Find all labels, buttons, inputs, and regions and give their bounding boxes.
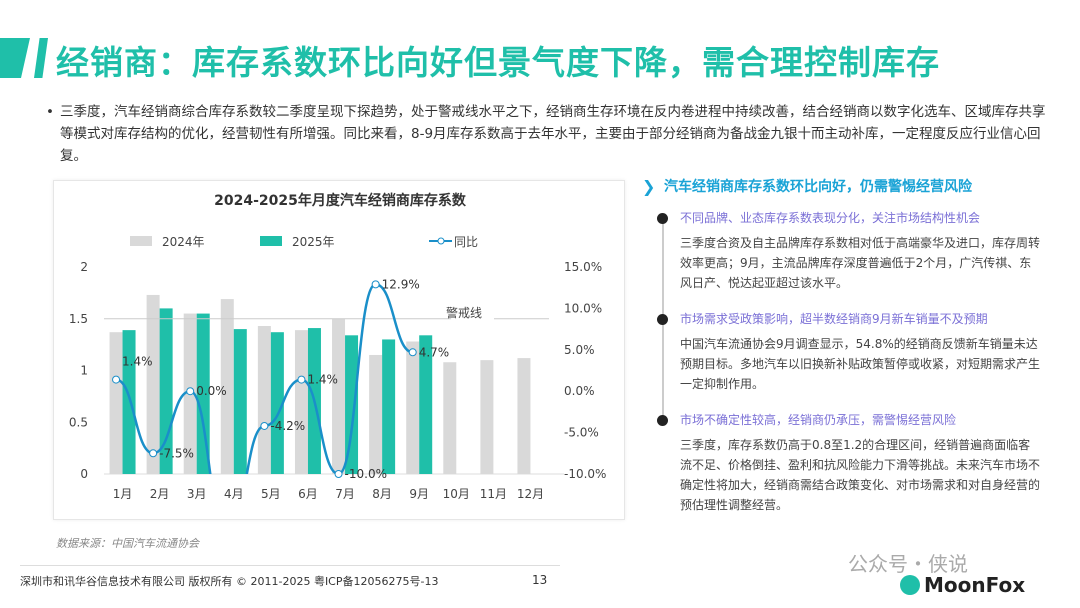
yoy-data-label: 0.0% (196, 384, 227, 398)
x-tick-label: 2月 (150, 487, 170, 501)
yoy-point (297, 375, 306, 384)
x-tick-label: 12月 (517, 487, 544, 501)
logo-icon (900, 575, 920, 595)
bar-2024 (109, 332, 123, 474)
y2-tick-label: 15.0% (564, 260, 602, 274)
chart-panel: 2024-2025年月度汽车经销商库存系数 2024年 2025年 同比 0 0.5 1 1.… (53, 180, 625, 520)
y2-tick-label: 0.0% (564, 384, 595, 398)
bar-2025 (122, 330, 136, 474)
bar-2024 (332, 318, 346, 474)
bar-2025 (382, 339, 396, 474)
x-tick-label: 5月 (261, 487, 281, 501)
yoy-data-label: 1.4% (122, 355, 152, 369)
insight-item: 不同品牌、业态库存系数表现分化，关注市场结构性机会 三季度合资及自主品牌库存系数… (680, 209, 1040, 293)
bar-2024 (257, 325, 271, 474)
legend-label: 2024年 (162, 235, 205, 249)
y-tick-label: 0.5 (69, 415, 88, 429)
x-tick-label: 9月 (409, 487, 429, 501)
yoy-data-label: -4.2% (270, 419, 305, 433)
insight-heading: 市场不确定性较高，经销商仍承压，需警惕经营风险 (680, 413, 957, 427)
yoy-point (149, 449, 158, 458)
page-title: 经销商：库存系数环比向好但景气度下降，需合理控制库存 (56, 43, 940, 82)
bar-2024 (369, 354, 383, 474)
legend-swatch (130, 236, 152, 246)
y2-tick-label: 10.0% (564, 301, 602, 315)
yoy-data-label: 4.7% (419, 345, 450, 359)
chart-title: 2024-2025年月度汽车经销商库存系数 (214, 192, 467, 209)
bar-2024 (443, 362, 457, 474)
x-tick-label: 4月 (224, 487, 244, 501)
bar-2024 (146, 294, 160, 474)
yoy-point (112, 375, 121, 384)
y2-tick-label: 5.0% (564, 343, 595, 357)
insight-item: 市场需求受政策影响，超半数经销商9月新车销量不及预期 中国汽车流通协会9月调查显… (680, 310, 1040, 394)
yoy-point (371, 280, 380, 289)
bar-2024 (294, 330, 308, 474)
yoy-point (186, 387, 195, 396)
y-tick-label: 1 (80, 364, 88, 378)
insight-heading: 不同品牌、业态库存系数表现分化，关注市场结构性机会 (680, 211, 981, 225)
timeline-dot (657, 314, 668, 325)
yoy-data-label: 1.4% (307, 373, 338, 387)
yoy-data-label: -7.5% (159, 446, 194, 460)
title-accent (0, 38, 30, 78)
insight-body: 三季度合资及自主品牌库存系数相对低于高端豪华及进口，库存周转效率更高；9月，主流… (680, 236, 1041, 290)
yoy-data-label: 12.9% (382, 277, 420, 291)
x-tick-label: 8月 (372, 487, 392, 501)
bar-2025 (345, 335, 359, 474)
logo-text: MoonFox (924, 573, 1026, 597)
x-tick-label: 10月 (443, 487, 470, 501)
legend-label: 同比 (454, 235, 478, 249)
timeline-dot (657, 213, 668, 224)
watermark: 公众号・侠说 (848, 552, 968, 576)
bar-2025 (419, 335, 433, 474)
legend-swatch (260, 236, 282, 246)
y-tick-label: 1.5 (69, 312, 88, 326)
legend-line-marker (437, 237, 445, 245)
bar-2024 (220, 299, 234, 474)
footer-copyright: 深圳市和讯华谷信息技术有限公司 版权所有 © 2011-2025 粤ICP备12… (20, 575, 439, 588)
title-accent (34, 38, 48, 78)
y-tick-label: 2 (80, 260, 88, 274)
yoy-point (334, 470, 343, 478)
y2-tick-label: -10.0% (564, 467, 606, 481)
y-tick-label: 0 (80, 467, 88, 481)
right-heading: 汽车经销商库存系数环比向好，仍需警惕经营风险 (664, 179, 972, 195)
yoy-data-label: -10.0% (345, 467, 387, 481)
bar-2025 (196, 313, 210, 474)
warning-line-label: 警戒线 (446, 305, 482, 320)
insight-heading: 市场需求受政策影响，超半数经销商9月新车销量不及预期 (680, 312, 988, 326)
page-number: 13 (532, 573, 548, 587)
timeline-dot (657, 415, 668, 426)
inventory-chart: 2024-2025年月度汽车经销商库存系数 2024年 2025年 同比 0 0.5 1 1.… (69, 192, 607, 501)
bar-2025 (233, 329, 247, 474)
footer-divider (20, 565, 560, 566)
x-tick-label: 6月 (298, 487, 318, 501)
legend-label: 2025年 (292, 235, 335, 249)
insight-item: 市场不确定性较高，经销商仍承压，需警惕经营风险 三季度，库存系数仍高于0.8至1… (680, 411, 1040, 515)
x-tick-label: 11月 (480, 487, 507, 501)
x-tick-label: 1月 (113, 487, 133, 501)
insight-body: 中国汽车流通协会9月调查显示，54.8%的经销商反馈新车销量未达预期目标。多地汽… (680, 337, 1041, 391)
bar-2024 (406, 341, 420, 474)
yoy-point (260, 421, 269, 430)
data-source: 数据来源：中国汽车流通协会 (56, 537, 199, 550)
bar-2025 (270, 332, 284, 474)
y2-tick-label: -5.0% (564, 426, 599, 440)
bar-2024 (480, 360, 494, 474)
insight-body: 三季度，库存系数仍高于0.8至1.2的合理区间，经销普遍商面临客流不足、价格倒挂… (680, 438, 1041, 512)
intro-text: 三季度，汽车经销商综合库存系数较二季度呈现下探趋势，处于警戒线水平之下，经销商生… (46, 101, 1050, 167)
yoy-point (408, 348, 417, 357)
x-tick-label: 7月 (335, 487, 355, 501)
moonfox-logo: MoonFox (900, 573, 1025, 597)
x-tick-label: 3月 (187, 487, 207, 501)
chevron-right-icon: ❯ (642, 177, 656, 196)
bar-2024 (517, 358, 531, 474)
